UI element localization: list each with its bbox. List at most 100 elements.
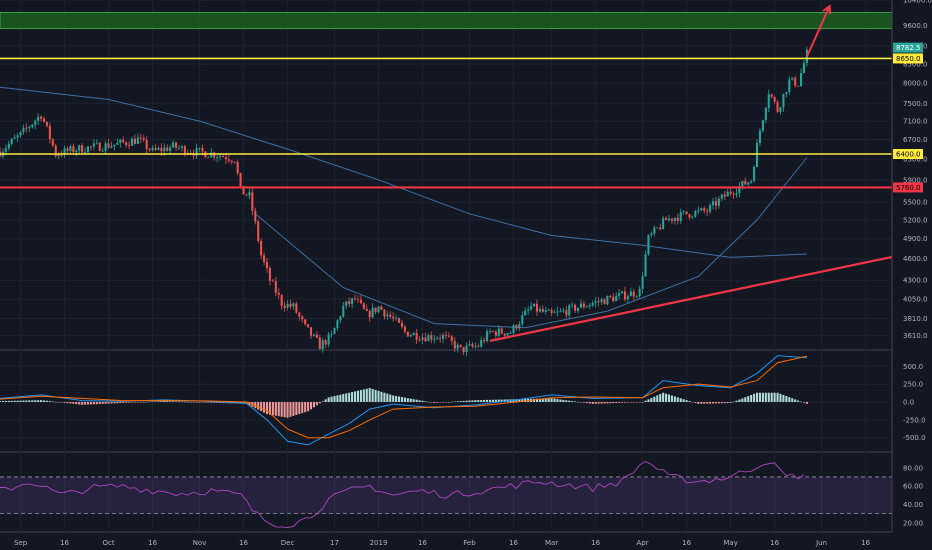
candle[interactable]	[673, 217, 676, 225]
candle[interactable]	[304, 318, 307, 326]
candle[interactable]	[398, 317, 401, 324]
candle[interactable]	[48, 122, 51, 144]
candle[interactable]	[418, 336, 421, 342]
candle[interactable]	[591, 300, 594, 308]
candle[interactable]	[110, 141, 113, 149]
candle[interactable]	[688, 213, 691, 220]
candle[interactable]	[720, 193, 723, 202]
candle[interactable]	[345, 300, 348, 310]
candle[interactable]	[486, 328, 489, 343]
candle[interactable]	[301, 314, 304, 323]
candle[interactable]	[216, 154, 219, 163]
candle[interactable]	[395, 314, 398, 322]
candle[interactable]	[104, 141, 107, 155]
candle[interactable]	[562, 307, 565, 313]
candle[interactable]	[477, 343, 480, 348]
candle[interactable]	[0, 147, 2, 158]
candle[interactable]	[136, 133, 139, 145]
candle[interactable]	[521, 311, 524, 327]
candle[interactable]	[16, 133, 19, 142]
candle[interactable]	[618, 288, 621, 300]
candle[interactable]	[362, 302, 365, 310]
candle[interactable]	[430, 331, 433, 344]
candle[interactable]	[89, 145, 92, 151]
candle[interactable]	[116, 138, 119, 145]
candle[interactable]	[553, 309, 556, 314]
candle[interactable]	[356, 295, 360, 304]
candle[interactable]	[764, 106, 767, 124]
candle[interactable]	[31, 123, 34, 129]
candle[interactable]	[51, 138, 54, 148]
candle[interactable]	[462, 346, 465, 355]
candle[interactable]	[177, 145, 181, 151]
candle[interactable]	[122, 136, 125, 144]
candle[interactable]	[532, 303, 536, 307]
candle[interactable]	[571, 302, 574, 309]
candle[interactable]	[251, 188, 254, 216]
candle[interactable]	[685, 211, 688, 215]
candle[interactable]	[86, 145, 90, 155]
candle[interactable]	[480, 336, 483, 348]
candle[interactable]	[371, 303, 374, 319]
candle[interactable]	[439, 334, 442, 344]
candle[interactable]	[415, 329, 418, 344]
candle[interactable]	[750, 179, 753, 185]
candle[interactable]	[280, 293, 283, 310]
candle[interactable]	[621, 290, 624, 295]
candle[interactable]	[609, 294, 612, 299]
candle[interactable]	[81, 143, 84, 154]
candle[interactable]	[207, 156, 210, 158]
candle[interactable]	[667, 214, 671, 223]
candle[interactable]	[101, 147, 104, 153]
candle[interactable]	[315, 331, 318, 339]
candle[interactable]	[436, 336, 439, 341]
candle[interactable]	[785, 91, 788, 98]
candle[interactable]	[342, 301, 345, 318]
candle[interactable]	[324, 338, 327, 348]
candle[interactable]	[711, 197, 715, 210]
candle[interactable]	[682, 210, 685, 216]
candle[interactable]	[22, 124, 25, 135]
candle[interactable]	[723, 191, 726, 201]
candle[interactable]	[151, 145, 154, 152]
candle[interactable]	[474, 342, 477, 349]
candle[interactable]	[800, 68, 803, 87]
candle[interactable]	[198, 147, 201, 152]
candle[interactable]	[761, 119, 764, 133]
resistance-zone[interactable]	[0, 12, 893, 30]
candle[interactable]	[758, 127, 761, 147]
candle[interactable]	[19, 131, 22, 138]
candle[interactable]	[166, 144, 169, 152]
candle[interactable]	[318, 334, 321, 350]
candle[interactable]	[653, 225, 656, 237]
candle[interactable]	[292, 302, 295, 310]
candle[interactable]	[154, 144, 157, 152]
candle[interactable]	[125, 141, 128, 148]
candle[interactable]	[703, 206, 706, 214]
candle[interactable]	[603, 297, 606, 305]
candle[interactable]	[25, 123, 28, 133]
candle[interactable]	[644, 250, 647, 277]
candle[interactable]	[656, 227, 659, 229]
candle[interactable]	[527, 305, 530, 315]
candle[interactable]	[588, 303, 591, 310]
candle[interactable]	[133, 134, 137, 145]
candle[interactable]	[427, 333, 430, 342]
candle[interactable]	[7, 140, 10, 152]
candle[interactable]	[776, 99, 779, 113]
candle[interactable]	[538, 306, 541, 313]
candle[interactable]	[298, 311, 301, 321]
candle[interactable]	[729, 188, 732, 197]
candle[interactable]	[180, 144, 183, 152]
candle[interactable]	[254, 207, 257, 225]
candle[interactable]	[403, 324, 406, 335]
candle[interactable]	[239, 172, 242, 189]
candle[interactable]	[726, 188, 729, 197]
candle[interactable]	[321, 337, 324, 353]
candle[interactable]	[512, 323, 515, 335]
candle[interactable]	[131, 136, 134, 146]
candle[interactable]	[744, 177, 747, 185]
candle[interactable]	[732, 191, 735, 199]
candle[interactable]	[559, 308, 562, 313]
